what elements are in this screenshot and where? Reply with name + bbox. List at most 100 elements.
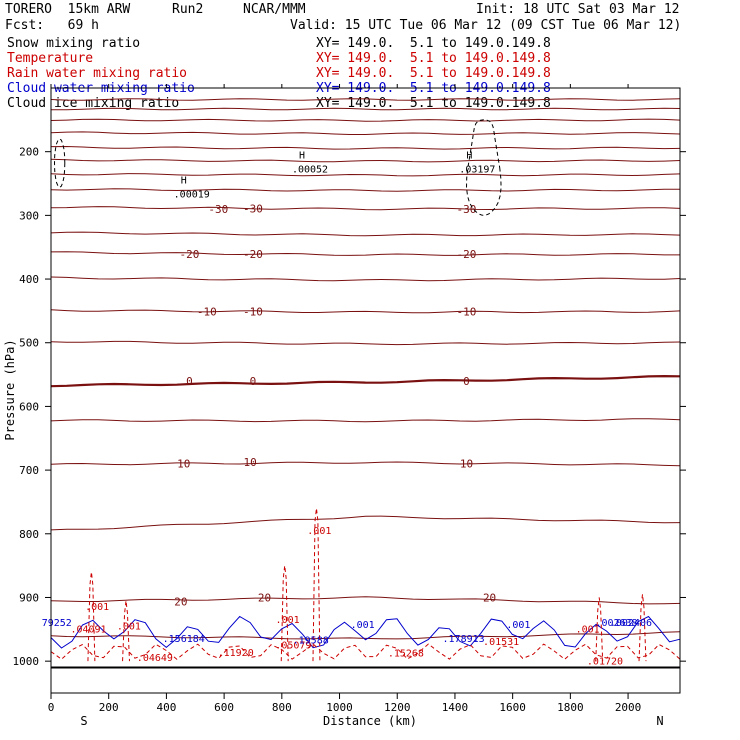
x-tick-label: 1200 <box>384 701 411 714</box>
isotherm-line <box>50 188 681 192</box>
forecast-hour: Fcst: 69 h <box>5 18 99 33</box>
rain-label: .001 <box>576 625 600 636</box>
isotherm-line <box>50 251 680 256</box>
isotherm-line <box>50 118 681 122</box>
valid-time: Valid: 15 UTC Tue 06 Mar 12 (09 CST Tue … <box>290 18 682 33</box>
org-label: NCAR/MMM <box>243 2 306 17</box>
x-tick-label: 200 <box>99 701 119 714</box>
cloud-water-contour <box>50 615 681 649</box>
legend-rain-range: XY= 149.0. 5.1 to 149.0.149.8 <box>316 66 551 81</box>
rain-contour <box>595 597 604 662</box>
rain-label: .04091 <box>70 625 106 636</box>
x-tick-label: 1400 <box>442 701 469 714</box>
maximum-value: .00019 <box>174 189 210 200</box>
rain-label: .001 <box>307 526 331 537</box>
isotherm-label: 10 <box>243 456 256 469</box>
isotherm-label: 0 <box>463 375 470 388</box>
cloud-water-label: 79252 <box>42 618 72 629</box>
cloud-water-label: .19588 <box>293 635 329 646</box>
rain-label: .001 <box>117 621 141 632</box>
x-end-left: S <box>80 714 87 728</box>
cloud-water-label: .002638 <box>595 618 637 629</box>
maximum-marker: H <box>181 175 187 186</box>
cloud-water-label: .002406 <box>610 618 652 629</box>
isotherm-label: 20 <box>174 595 187 608</box>
x-tick-label: 800 <box>272 701 292 714</box>
y-tick-label: 700 <box>19 464 39 477</box>
isotherm-label: 10 <box>177 458 190 471</box>
run-label: Run2 <box>172 2 204 17</box>
isotherm-label: -10 <box>457 306 477 319</box>
isotherm-line <box>50 158 681 163</box>
y-tick-label: 800 <box>19 528 39 541</box>
isotherm-line <box>50 461 681 467</box>
isotherm-line <box>50 173 681 177</box>
isotherm-label: -30 <box>243 202 263 215</box>
rain-contour <box>312 508 321 662</box>
isotherm-line <box>50 276 681 282</box>
y-tick-label: 1000 <box>13 655 40 668</box>
legend-snow-range: XY= 149.0. 5.1 to 149.0.149.8 <box>316 36 551 51</box>
isotherm-line <box>50 131 681 135</box>
x-tick-label: 1600 <box>499 701 526 714</box>
cloud-water-label: .001 <box>506 620 530 631</box>
isotherm-line <box>50 374 681 388</box>
isotherm-line <box>50 206 681 211</box>
isotherm-label: -10 <box>243 306 263 319</box>
rain-label: .001 <box>85 602 109 613</box>
isotherm-label: -20 <box>457 248 477 261</box>
isotherm-line <box>51 107 681 111</box>
isotherm-line <box>50 309 681 314</box>
rain-label: .04649 <box>137 653 173 664</box>
y-tick-label: 300 <box>19 209 39 222</box>
y-tick-label: 200 <box>19 146 39 159</box>
legend-rain: Rain water mixing ratio <box>7 66 188 81</box>
isotherm-label: -30 <box>457 203 477 216</box>
rain-label: .05079 <box>275 640 311 651</box>
x-tick-label: 1000 <box>326 701 353 714</box>
cloud-water-label: .178913 <box>443 634 485 645</box>
legend-temperature: Temperature <box>7 51 94 66</box>
rain-label: .11920 <box>218 648 254 659</box>
isotherm-label: 20 <box>258 591 271 604</box>
isotherm-line <box>50 145 681 150</box>
isotherm-line <box>50 596 681 605</box>
x-tick-label: 600 <box>214 701 234 714</box>
maximum-value: .00052 <box>292 164 328 175</box>
isotherm-label: -30 <box>208 203 228 216</box>
y-tick-label: 600 <box>19 400 39 413</box>
isotherm-line <box>50 231 681 237</box>
isotherm-line <box>50 98 681 101</box>
isotherm-line <box>50 340 681 346</box>
y-tick-label: 900 <box>19 591 39 604</box>
maximum-value: .03197 <box>459 164 495 175</box>
rain-label: .001 <box>276 615 300 626</box>
x-end-right: N <box>656 714 663 728</box>
y-tick-label: 500 <box>19 337 39 350</box>
cloud-water-label: .156184 <box>163 634 205 645</box>
rain-label: .15268 <box>388 649 424 660</box>
rain-label: .01720 <box>587 656 623 667</box>
y-axis-label: Pressure (hPa) <box>3 339 17 440</box>
rain-contour <box>638 594 647 662</box>
isotherm-line <box>50 418 681 423</box>
rain-contour <box>122 600 130 662</box>
x-tick-label: 400 <box>156 701 176 714</box>
x-axis-label: Distance (km) <box>323 714 417 728</box>
maximum-marker: H <box>466 150 472 161</box>
cloud-ice-contour-west <box>53 138 66 188</box>
isotherm-label: 20 <box>483 591 496 604</box>
y-tick-label: 400 <box>19 273 39 286</box>
x-tick-label: 1800 <box>557 701 584 714</box>
model-title: TORERO 15km ARW <box>5 2 131 17</box>
isotherm-label: -20 <box>180 248 200 261</box>
isotherm-line <box>50 515 681 531</box>
isotherm-label: -10 <box>197 306 217 319</box>
isotherm-line <box>50 631 681 640</box>
maximum-marker: H <box>299 150 305 161</box>
x-tick-label: 2000 <box>615 701 642 714</box>
isotherm-label: -20 <box>243 248 263 261</box>
rain-contour <box>87 571 96 662</box>
isotherm-label: 10 <box>460 458 473 471</box>
